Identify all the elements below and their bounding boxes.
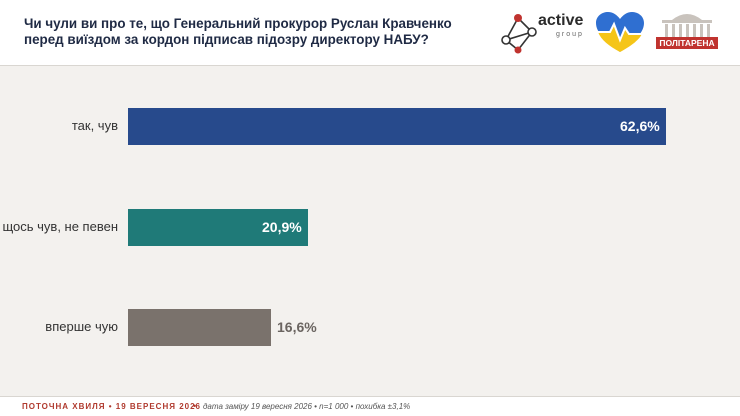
category-label: так, чув bbox=[71, 118, 118, 133]
heart-icon bbox=[596, 12, 644, 52]
footer-wave: ПОТОЧНА ХВИЛЯ • 19 ВЕРЕСНЯ 2026 bbox=[22, 402, 201, 411]
footer-separator: • bbox=[193, 401, 197, 411]
bar bbox=[128, 308, 271, 346]
value-label: 62,6% bbox=[620, 118, 660, 134]
active-group-logo: active group bbox=[498, 10, 588, 54]
network-icon bbox=[501, 14, 537, 54]
active-logo-sub: group bbox=[556, 31, 584, 38]
footer-meta: дата заміру 19 вересня 2026 • n=1 000 • … bbox=[203, 402, 411, 411]
politarena-logo-word: ПОЛІТАРЕНА bbox=[656, 37, 718, 49]
value-label: 20,9% bbox=[262, 219, 302, 235]
bar-chart: так, чув 62,6% щось чув, не певен 20,9% впер… bbox=[0, 66, 740, 396]
heart-logo bbox=[594, 10, 646, 54]
politarena-logo: ПОЛІТАРЕНА bbox=[656, 10, 718, 54]
building-icon bbox=[662, 14, 712, 37]
category-label: щось чув, не певен bbox=[2, 219, 118, 234]
page-title: Чи чули ви про те, що Генеральний прокур… bbox=[24, 16, 452, 47]
footer: ПОТОЧНА ХВИЛЯ • 19 ВЕРЕСНЯ 2026 • дата з… bbox=[0, 396, 740, 416]
category-label: вперше чую bbox=[45, 319, 118, 334]
value-label: 16,6% bbox=[277, 319, 317, 335]
header: Чи чули ви про те, що Генеральний прокур… bbox=[0, 0, 740, 66]
bar bbox=[128, 208, 308, 246]
bar bbox=[128, 107, 666, 145]
active-logo-word: active bbox=[538, 12, 584, 29]
